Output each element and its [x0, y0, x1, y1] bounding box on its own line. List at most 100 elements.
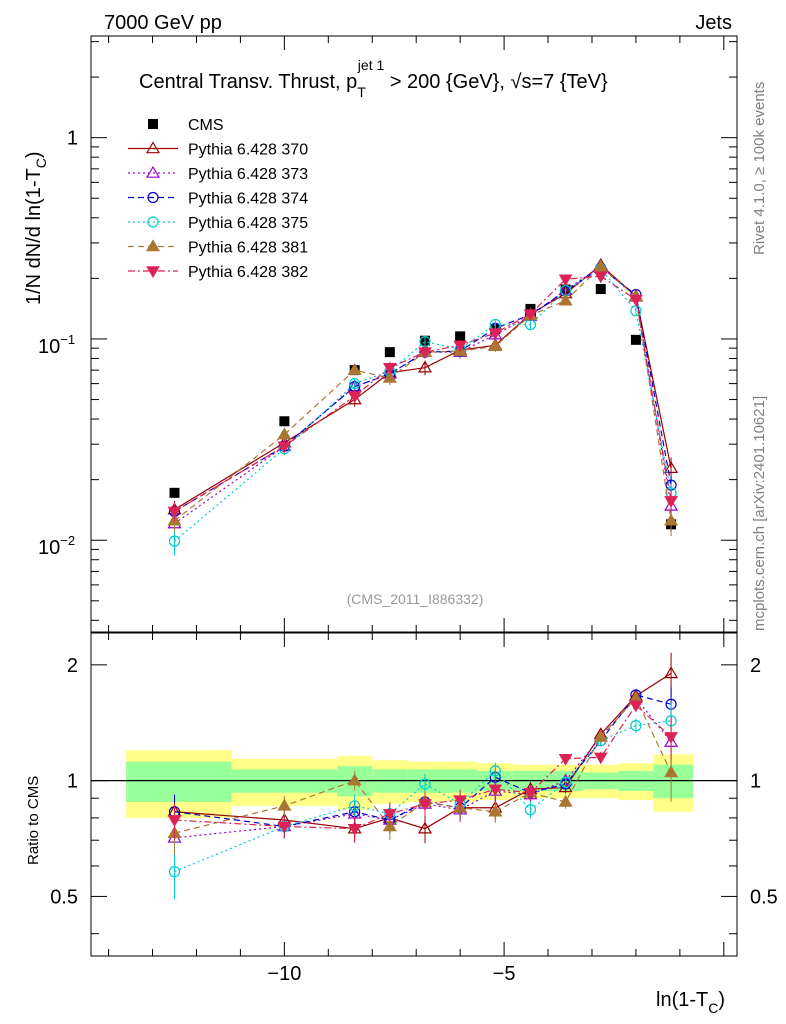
- legend-marker: [146, 266, 160, 278]
- ratio-band-inner: [126, 761, 232, 802]
- y-tick-base: 10: [38, 537, 60, 559]
- mc-point: [593, 271, 608, 284]
- mc-point: [382, 370, 397, 383]
- series-line: [174, 264, 672, 511]
- ratio-point: [560, 776, 572, 788]
- y-axis-label-close: ): [23, 151, 45, 158]
- mc-point: [347, 391, 362, 404]
- ratio-series-line: [174, 697, 672, 839]
- chart-title-main: Central Transv. Thrust, p: [139, 71, 357, 93]
- legend-label: Pythia 6.428 370: [188, 142, 308, 159]
- series-line: [174, 268, 672, 542]
- header-left: 7000 GeV pp: [104, 12, 222, 34]
- ratio-point: [488, 784, 503, 797]
- ratio-point: [453, 795, 468, 808]
- ratio-tick-label-right: 0.5: [750, 886, 778, 908]
- y-axis-label-sub: C: [33, 158, 49, 168]
- data-point: [595, 284, 606, 295]
- mc-point: [488, 328, 503, 341]
- legend-marker: [145, 141, 161, 154]
- x-tick-label: −5: [493, 963, 516, 985]
- legend-marker: [147, 191, 159, 204]
- ratio-point: [593, 729, 608, 742]
- ratio-axis-label: Ratio to CMS: [25, 776, 42, 865]
- ratio-series-line: [174, 720, 672, 873]
- series-line: [174, 275, 672, 512]
- mc-point: [558, 293, 573, 306]
- legend-label: Pythia 6.428 373: [188, 166, 308, 183]
- ratio-point: [489, 765, 501, 777]
- mc-point: [167, 506, 182, 519]
- ratio-panel: [91, 652, 737, 900]
- ratio-point: [630, 720, 642, 732]
- main-frame: [90, 35, 738, 633]
- y-tick-exponent: −2: [60, 533, 75, 548]
- ratio-series-line: [174, 696, 672, 834]
- ratio-point: [664, 765, 679, 778]
- ratio-series-line: [174, 704, 672, 830]
- data-point: [169, 487, 180, 498]
- chart-title: Central Transv. Thrust, pTjet 1 > 200 {G…: [139, 57, 608, 100]
- mc-point: [664, 496, 678, 508]
- mc-point: [382, 362, 397, 375]
- legend: CMS Pythia 6.428 370 Pythia 6.428 373 Pythi…: [128, 117, 308, 281]
- x-axis-label-main: ln(1-T: [656, 989, 708, 1011]
- mc-point: [277, 427, 292, 440]
- legend-marker: [147, 216, 159, 228]
- ratio-point: [382, 809, 397, 821]
- y-tick-label: 10−1: [38, 332, 75, 358]
- rivet-label: Rivet 4.1.0, ≥ 100k events: [751, 82, 768, 255]
- ratio-tick-label-right: 1: [750, 771, 761, 793]
- header-right: Jets: [695, 12, 732, 34]
- ratio-point: [523, 788, 538, 800]
- mc-point: [523, 309, 538, 322]
- y-tick-exponent: −1: [60, 332, 75, 347]
- ratio-point: [347, 773, 362, 786]
- ratio-point: [558, 754, 573, 766]
- x-tick-label: −10: [267, 963, 301, 985]
- ratio-point: [419, 778, 431, 790]
- y-tick-label: 10−2: [38, 533, 75, 559]
- y-axis-label: 1/N dN/d ln(1-TC): [23, 151, 49, 305]
- ratio-tick-label-left: 0.5: [50, 886, 78, 908]
- mc-point: [349, 378, 361, 390]
- main-panel: [167, 257, 679, 556]
- series-line: [174, 265, 672, 525]
- ratio-tick-label-left: 1: [67, 771, 78, 793]
- legend-label: Pythia 6.428 374: [188, 191, 308, 208]
- ratio-point: [593, 752, 608, 765]
- y-tick-base: 10: [38, 336, 60, 358]
- y-tick-label: 1: [67, 128, 78, 150]
- mc-point: [558, 274, 573, 287]
- chart-title-sup: jet 1: [357, 57, 385, 73]
- mc-point: [277, 441, 292, 454]
- ratio-point: [418, 799, 432, 811]
- legend-label: Pythia 6.428 375: [188, 215, 308, 232]
- series-line: [174, 265, 672, 522]
- mc-point: [664, 461, 679, 473]
- chart-title-post: > 200 {GeV}, √s=7 {TeV}: [384, 71, 608, 93]
- mc-point: [593, 259, 608, 272]
- legend-label: Pythia 6.428 381: [188, 240, 308, 257]
- mc-point: [629, 294, 643, 307]
- mc-point: [168, 535, 181, 547]
- data-point: [279, 416, 290, 427]
- data-point: [630, 334, 641, 345]
- ratio-point: [664, 666, 679, 679]
- ratio-tick-label-left: 2: [67, 655, 78, 677]
- x-axis-label-sub: C: [708, 1000, 718, 1016]
- ratio-series-line: [174, 672, 672, 830]
- watermark: (CMS_2011_I886332): [347, 591, 484, 607]
- x-axis-label-close: ): [718, 989, 725, 1011]
- ratio-point: [347, 823, 362, 836]
- ratio-point: [558, 794, 573, 807]
- series-line: [174, 267, 672, 512]
- x-axis-label: ln(1-TC): [656, 989, 725, 1016]
- legend-marker: [145, 239, 161, 252]
- chart-title-sub: T: [357, 84, 366, 100]
- mc-point: [347, 362, 362, 375]
- ratio-point: [417, 821, 433, 834]
- ratio-point: [524, 804, 537, 816]
